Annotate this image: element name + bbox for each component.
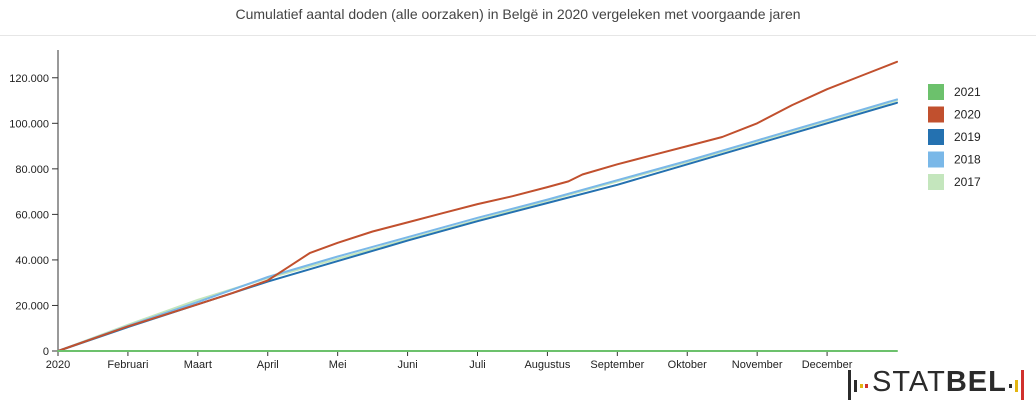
series-line-2020 [57,60,898,352]
series-line-2019 [57,101,898,352]
legend-label-2021: 2021 [954,85,981,99]
y-tick-label: 0 [43,346,49,358]
y-tick-label: 60.000 [15,209,49,221]
y-tick-label: 40.000 [15,255,49,267]
x-tick-label: Juni [397,359,417,371]
legend-swatch-2017 [928,174,944,190]
x-tick-label: September [590,359,644,371]
legend-label-2019: 2019 [954,130,981,144]
statbel-logo-mark-right [1009,370,1024,400]
y-axis: 0 20.000 40.000 60.000 80.000 100.000 120.000 [9,50,59,358]
y-tick-label: 20.000 [15,300,49,312]
legend-swatch-2018 [928,151,944,168]
legend-swatch-2019 [928,129,944,145]
x-tick-label: April [257,359,279,371]
title-divider [0,35,1036,36]
x-tick-label: Februari [107,359,148,371]
statbel-logo: STATBEL [846,364,1032,404]
statbel-logo-mark-left [848,370,868,400]
legend-label-2017: 2017 [954,175,981,189]
x-tick-label: Juli [469,359,486,371]
y-tick-label: 100.000 [9,118,49,130]
x-tick-label: November [732,359,783,371]
legend-swatch-2021 [928,84,944,100]
x-tick-label: Mei [329,359,347,371]
series-lines [57,60,898,352]
x-tick-label: 2020 [46,359,70,371]
x-tick-label: Maart [184,359,212,371]
legend: 2021 2020 2019 2018 2017 [928,84,981,190]
legend-swatch-2020 [928,106,944,123]
series-line-2018 [57,98,898,352]
logo-text-bold: BEL [945,366,1007,398]
y-tick-label: 80.000 [15,164,49,176]
chart-title: Cumulatief aantal doden (alle oorzaken) … [235,6,801,22]
x-tick-label: Oktober [668,359,707,371]
logo-text-light: STAT [872,366,946,398]
x-tick-label: Augustus [524,359,570,371]
legend-label-2018: 2018 [954,153,981,167]
series-line-2017 [57,99,898,352]
legend-label-2020: 2020 [954,108,981,122]
x-axis: 2020 Februari Maart April Mei Juni Juli Augustu… [46,350,897,371]
y-tick-label: 120.000 [9,73,49,85]
x-tick-label: December [802,359,853,371]
